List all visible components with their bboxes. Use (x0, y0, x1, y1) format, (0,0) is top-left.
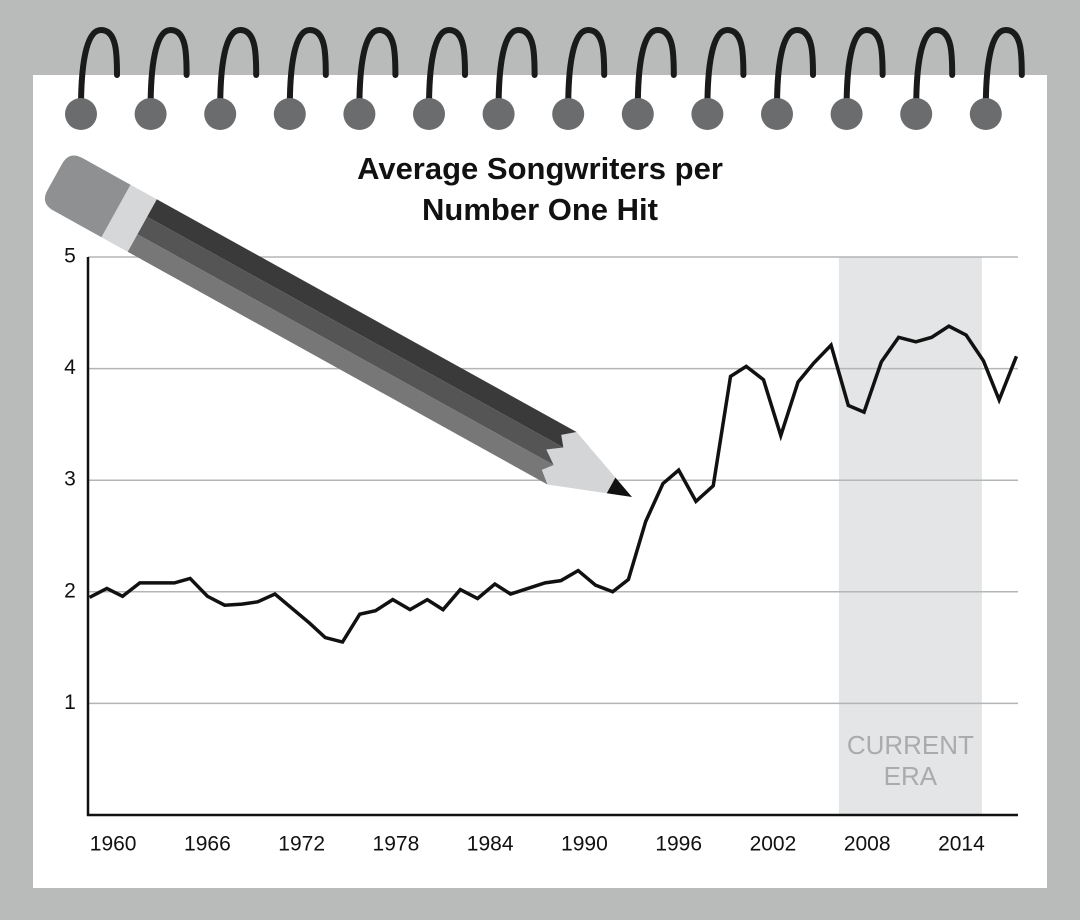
ring-hole (482, 98, 515, 130)
ring-wire (78, 26, 120, 111)
x-tick-label: 2002 (750, 833, 797, 856)
x-tick-label: 1984 (467, 833, 514, 856)
x-tick-label: 1990 (561, 833, 608, 856)
ring-hole (969, 98, 1002, 130)
y-tick-label: 3 (64, 468, 76, 491)
x-tick-label: 2014 (938, 833, 985, 856)
ring-hole (552, 98, 585, 130)
ring-wire (356, 26, 399, 111)
ring-wire (426, 26, 468, 111)
ring-hole (343, 98, 376, 130)
ring-hole (204, 98, 237, 130)
y-tick-label: 5 (64, 245, 76, 268)
ring-hole (413, 98, 445, 130)
ring-wire (704, 26, 747, 111)
y-tick-label: 2 (64, 579, 76, 602)
ring-wire (147, 26, 190, 111)
x-tick-label: 2008 (844, 833, 891, 856)
x-tick-label: 1996 (655, 833, 702, 856)
ring-wire (286, 26, 329, 111)
ring-wire (913, 26, 956, 111)
era-band (838, 257, 982, 815)
ring-hole (273, 98, 306, 130)
ring-wire (495, 26, 538, 111)
ring-wire (843, 26, 886, 111)
spiral-rings (65, 26, 1025, 130)
x-tick-label: 1978 (373, 833, 420, 856)
ring-hole (900, 98, 933, 130)
x-tick-label: 1966 (184, 833, 231, 856)
ring-hole (134, 98, 167, 130)
era-label: CURRENT (847, 730, 974, 760)
era-label: ERA (884, 761, 938, 791)
data-line (88, 324, 1019, 645)
ring-hole (691, 98, 724, 130)
ring-hole (65, 98, 97, 130)
ring-hole (761, 98, 793, 130)
y-tick-label: 4 (64, 356, 76, 379)
y-tick-label: 1 (64, 691, 76, 714)
chart-title: Average Songwriters per (357, 151, 723, 186)
x-tick-label: 1972 (278, 833, 325, 856)
ring-wire (982, 26, 1025, 111)
chart-title: Number One Hit (422, 192, 658, 227)
ring-wire (217, 26, 260, 111)
ring-hole (621, 98, 654, 130)
x-tick-label: 1960 (90, 833, 137, 856)
ring-hole (830, 98, 863, 130)
ring-wire (565, 26, 608, 111)
ring-wire (634, 26, 677, 111)
ring-wire (774, 26, 816, 111)
pencil-illustration (44, 155, 632, 497)
